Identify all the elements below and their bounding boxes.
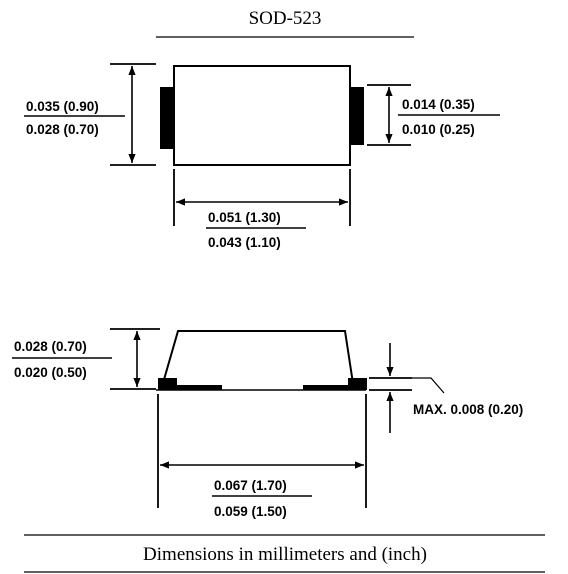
thickness-min-label: 0.020 (0.50) xyxy=(14,365,87,380)
overall-max-label: 0.067 (1.70) xyxy=(214,478,287,493)
side-view: 0.028 (0.70) 0.020 (0.50) MAX. 0.008 (0.… xyxy=(12,328,523,519)
side-view-right-terminal xyxy=(303,378,367,390)
standoff-leader xyxy=(412,377,445,394)
length-min-label: 0.043 (1.10) xyxy=(208,235,281,250)
side-view-body xyxy=(160,330,355,391)
thickness-max-label: 0.028 (0.70) xyxy=(14,339,87,354)
top-view-left-terminal xyxy=(160,87,174,149)
overall-min-label: 0.059 (1.50) xyxy=(214,504,287,519)
top-view-body xyxy=(173,65,351,166)
side-view-left-terminal xyxy=(158,378,222,390)
length-max-label: 0.051 (1.30) xyxy=(208,210,281,225)
top-view-right-terminal xyxy=(350,87,364,145)
terminal-min-label: 0.010 (0.25) xyxy=(402,122,475,137)
height-min-label: 0.028 (0.70) xyxy=(26,122,99,137)
footer-note: Dimensions in millimeters and (inch) xyxy=(143,544,427,565)
height-max-label: 0.035 (0.90) xyxy=(26,99,99,114)
terminal-max-label: 0.014 (0.35) xyxy=(402,97,475,112)
standoff-label: MAX. 0.008 (0.20) xyxy=(413,402,523,417)
top-view: 0.035 (0.90) 0.028 (0.70) 0.014 (0.35) 0… xyxy=(24,63,500,250)
package-title: SOD-523 xyxy=(249,8,322,29)
